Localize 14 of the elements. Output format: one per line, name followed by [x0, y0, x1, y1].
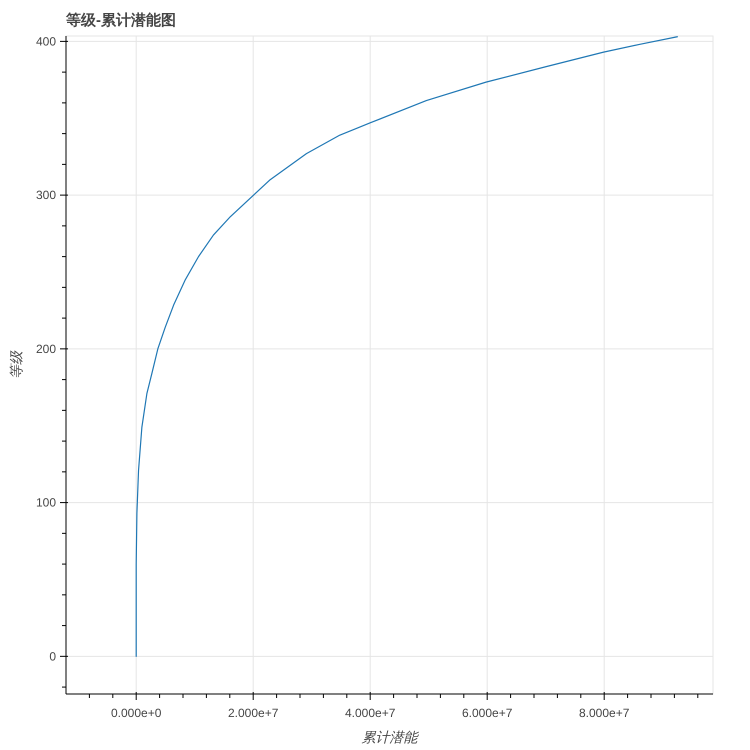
y-tick-label: 300: [36, 188, 56, 202]
x-axis-title: 累计潜能: [362, 729, 420, 745]
x-tick-label: 0.000e+0: [111, 706, 162, 720]
y-axis-title: 等级: [8, 350, 24, 379]
y-tick-label: 200: [36, 342, 56, 356]
x-tick-label: 4.000e+7: [345, 706, 396, 720]
y-tick-label: 100: [36, 496, 56, 510]
x-tick-label: 2.000e+7: [228, 706, 279, 720]
line-series: [136, 36, 678, 657]
y-tick-label: 400: [36, 34, 56, 48]
x-tick-label: 6.000e+7: [462, 706, 513, 720]
x-tick-label: 8.000e+7: [578, 706, 630, 720]
chart-title: 等级-累计潜能图: [65, 12, 176, 29]
y-tick-label: 0: [49, 649, 56, 664]
